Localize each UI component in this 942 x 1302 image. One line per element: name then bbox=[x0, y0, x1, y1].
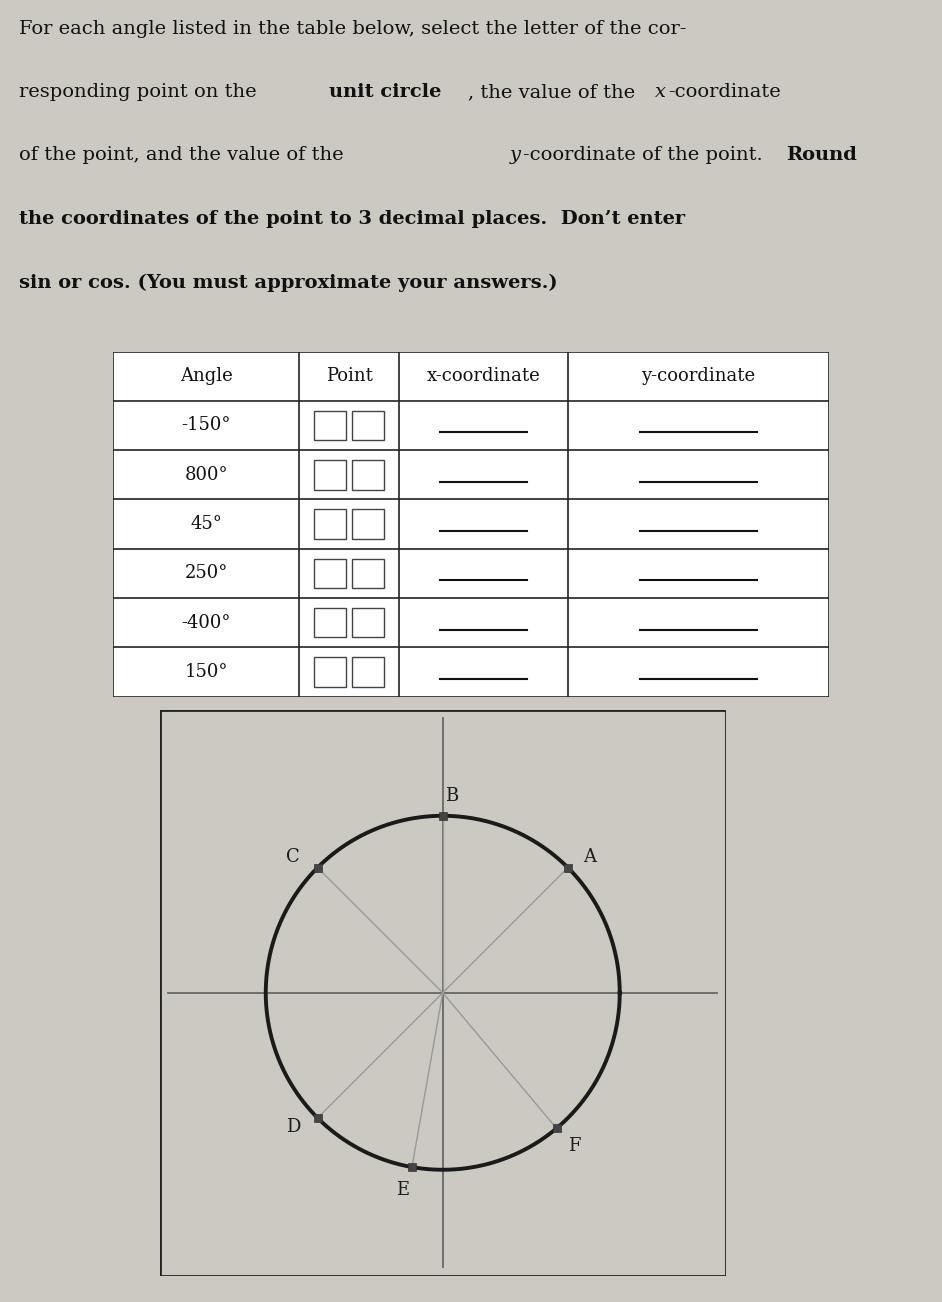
Bar bbox=[315, 460, 347, 490]
Bar bbox=[352, 608, 384, 638]
Text: , the value of the: , the value of the bbox=[468, 83, 642, 102]
Bar bbox=[315, 410, 347, 440]
Text: B: B bbox=[445, 788, 458, 806]
Text: -150°: -150° bbox=[182, 417, 231, 435]
Text: unit circle: unit circle bbox=[329, 83, 442, 102]
Bar bbox=[352, 658, 384, 686]
Bar bbox=[315, 509, 347, 539]
Text: A: A bbox=[582, 848, 595, 866]
Text: C: C bbox=[286, 848, 300, 866]
Text: y: y bbox=[510, 146, 521, 164]
Bar bbox=[352, 509, 384, 539]
Text: -coordinate: -coordinate bbox=[668, 83, 781, 102]
Text: responding point on the: responding point on the bbox=[19, 83, 263, 102]
Text: -coordinate of the point.: -coordinate of the point. bbox=[524, 146, 770, 164]
Text: x: x bbox=[655, 83, 666, 102]
Text: D: D bbox=[285, 1117, 300, 1135]
Text: of the point, and the value of the: of the point, and the value of the bbox=[19, 146, 349, 164]
Bar bbox=[315, 559, 347, 589]
Text: Angle: Angle bbox=[180, 367, 233, 385]
Text: the coordinates of the point to 3 decimal places.  Don’t enter: the coordinates of the point to 3 decima… bbox=[19, 210, 685, 228]
Bar bbox=[315, 608, 347, 638]
Text: sin or cos. (You must approximate your answers.): sin or cos. (You must approximate your a… bbox=[19, 273, 558, 292]
Bar bbox=[352, 410, 384, 440]
Text: 45°: 45° bbox=[190, 516, 222, 533]
Text: Round: Round bbox=[787, 146, 857, 164]
Text: 250°: 250° bbox=[185, 564, 228, 582]
Text: Point: Point bbox=[326, 367, 373, 385]
Text: y-coordinate: y-coordinate bbox=[642, 367, 755, 385]
Bar bbox=[315, 658, 347, 686]
Text: -400°: -400° bbox=[182, 613, 231, 631]
Bar bbox=[352, 559, 384, 589]
Text: F: F bbox=[568, 1137, 580, 1155]
Text: x-coordinate: x-coordinate bbox=[427, 367, 541, 385]
Text: 800°: 800° bbox=[185, 466, 228, 484]
Bar bbox=[352, 460, 384, 490]
Text: For each angle listed in the table below, select the letter of the cor-: For each angle listed in the table below… bbox=[19, 20, 686, 38]
Text: 150°: 150° bbox=[185, 663, 228, 681]
Text: E: E bbox=[397, 1181, 410, 1199]
